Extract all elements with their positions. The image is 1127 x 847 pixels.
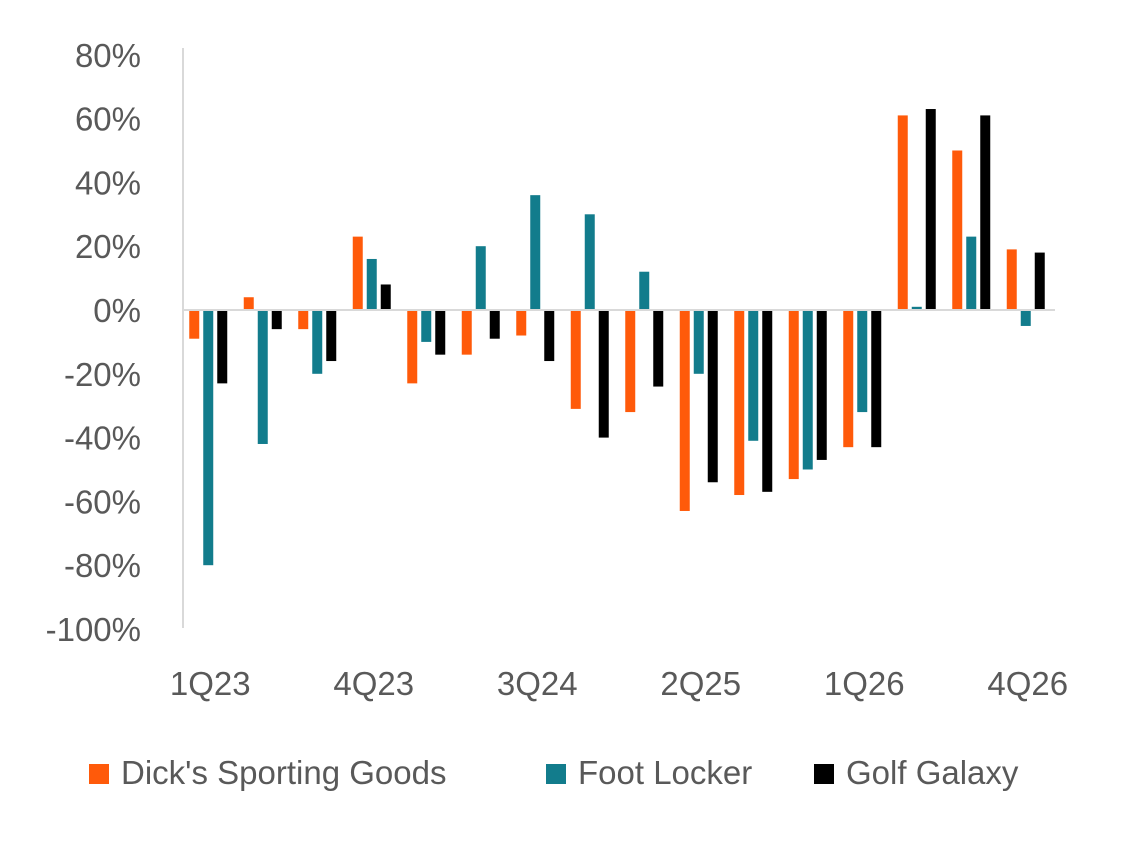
bar-golf-galaxy-2q25 bbox=[707, 310, 718, 483]
bar-golf-galaxy-4q25 bbox=[816, 310, 827, 460]
y-tick-label: 20% bbox=[75, 228, 141, 265]
legend-swatch-golf-galaxy bbox=[814, 764, 834, 784]
bar-dick-s-sporting-goods-1q25 bbox=[625, 310, 636, 413]
bar-foot-locker-2q26 bbox=[911, 306, 922, 310]
bar-dick-s-sporting-goods-4q23 bbox=[352, 236, 363, 310]
bar-golf-galaxy-3q26 bbox=[980, 115, 991, 310]
x-tick-label: 1Q26 bbox=[824, 665, 905, 702]
x-axis: 1Q23 4Q23 3Q24 2Q25 1Q26 4Q26 bbox=[170, 665, 1068, 702]
legend-label-dick-s-sporting-goods: Dick's Sporting Goods bbox=[121, 754, 446, 791]
bar-golf-galaxy-3q24 bbox=[544, 310, 555, 362]
x-tick-label: 4Q26 bbox=[987, 665, 1068, 702]
y-tick-label: 60% bbox=[75, 101, 141, 138]
bar-foot-locker-2q23 bbox=[257, 310, 268, 444]
bar-golf-galaxy-2q23 bbox=[271, 310, 282, 330]
bar-dick-s-sporting-goods-2q26 bbox=[897, 115, 908, 310]
bars bbox=[189, 109, 1045, 566]
legend-swatch-dick-s-sporting-goods bbox=[89, 764, 109, 784]
y-tick-label: -20% bbox=[64, 356, 141, 393]
bar-dick-s-sporting-goods-2q24 bbox=[461, 310, 472, 355]
bar-foot-locker-1q25 bbox=[639, 271, 650, 310]
bar-foot-locker-3q24 bbox=[530, 195, 541, 310]
bar-dick-s-sporting-goods-3q24 bbox=[516, 310, 527, 336]
y-tick-label: 80% bbox=[75, 37, 141, 74]
y-tick-label: -100% bbox=[46, 611, 141, 648]
bar-golf-galaxy-1q23 bbox=[217, 310, 228, 384]
bar-foot-locker-3q25 bbox=[748, 310, 759, 441]
y-tick-label: 0% bbox=[93, 292, 141, 329]
bar-dick-s-sporting-goods-1q26 bbox=[843, 310, 854, 448]
bar-golf-galaxy-1q26 bbox=[871, 310, 882, 448]
bar-foot-locker-4q26 bbox=[1020, 310, 1031, 326]
bar-golf-galaxy-3q23 bbox=[326, 310, 337, 362]
y-tick-label: -40% bbox=[64, 420, 141, 457]
bar-dick-s-sporting-goods-1q23 bbox=[189, 310, 200, 339]
bar-foot-locker-2q25 bbox=[693, 310, 704, 374]
bar-dick-s-sporting-goods-3q26 bbox=[952, 150, 963, 310]
bar-golf-galaxy-3q25 bbox=[762, 310, 773, 492]
legend-swatch-foot-locker bbox=[546, 764, 566, 784]
bar-foot-locker-3q23 bbox=[312, 310, 323, 374]
legend-label-golf-galaxy: Golf Galaxy bbox=[846, 754, 1019, 791]
x-tick-label: 4Q23 bbox=[333, 665, 414, 702]
y-tick-label: -80% bbox=[64, 547, 141, 584]
bar-dick-s-sporting-goods-2q25 bbox=[679, 310, 690, 511]
bar-dick-s-sporting-goods-3q23 bbox=[298, 310, 309, 330]
bar-golf-galaxy-4q23 bbox=[380, 284, 391, 310]
legend-label-foot-locker: Foot Locker bbox=[578, 754, 752, 791]
bar-foot-locker-1q23 bbox=[203, 310, 214, 566]
bar-foot-locker-4q23 bbox=[366, 258, 377, 310]
bar-golf-galaxy-2q26 bbox=[925, 109, 936, 310]
bar-dick-s-sporting-goods-1q24 bbox=[407, 310, 418, 384]
axis-lines bbox=[182, 48, 1055, 628]
bar-golf-galaxy-2q24 bbox=[489, 310, 500, 339]
bar-dick-s-sporting-goods-4q25 bbox=[788, 310, 799, 480]
bar-golf-galaxy-4q26 bbox=[1034, 252, 1045, 310]
x-tick-label: 2Q25 bbox=[660, 665, 741, 702]
bar-foot-locker-4q24 bbox=[584, 214, 595, 310]
x-tick-label: 1Q23 bbox=[170, 665, 251, 702]
bar-foot-locker-3q26 bbox=[966, 236, 977, 310]
bar-dick-s-sporting-goods-2q23 bbox=[243, 297, 254, 310]
x-tick-label: 3Q24 bbox=[497, 665, 578, 702]
bar-golf-galaxy-1q25 bbox=[653, 310, 664, 387]
bar-dick-s-sporting-goods-4q24 bbox=[570, 310, 581, 409]
bar-dick-s-sporting-goods-3q25 bbox=[734, 310, 745, 496]
bar-foot-locker-1q26 bbox=[857, 310, 868, 413]
bar-golf-galaxy-4q24 bbox=[598, 310, 609, 438]
bar-foot-locker-2q24 bbox=[475, 246, 486, 310]
bar-foot-locker-4q25 bbox=[802, 310, 813, 470]
bar-foot-locker-1q24 bbox=[421, 310, 432, 342]
bar-golf-galaxy-1q24 bbox=[435, 310, 446, 355]
y-axis: 80% 60% 40% 20% 0% -20% -40% -60% -80% -100% bbox=[46, 37, 141, 648]
legend: Dick's Sporting Goods Foot Locker Golf Gal… bbox=[89, 754, 1019, 791]
y-tick-label: 40% bbox=[75, 164, 141, 201]
y-tick-label: -60% bbox=[64, 483, 141, 520]
bar-dick-s-sporting-goods-4q26 bbox=[1006, 249, 1017, 310]
